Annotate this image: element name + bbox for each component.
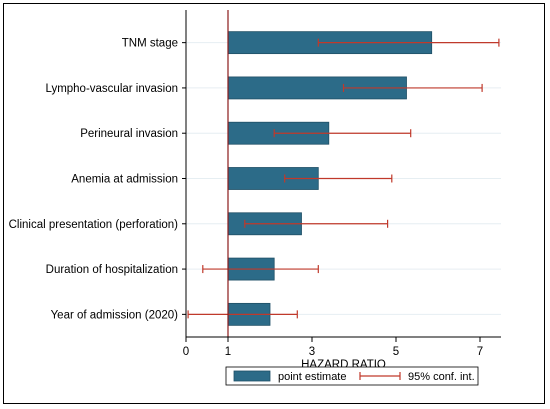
category-label: Year of admission (2020) <box>51 309 179 321</box>
legend-bar-swatch <box>233 370 271 382</box>
axes <box>185 10 501 338</box>
x-tick-label: 0 <box>183 346 189 358</box>
x-tick-label: 1 <box>225 346 231 358</box>
category-label: Anemia at admission <box>71 174 178 186</box>
error-bars <box>187 38 500 319</box>
x-tick-label: 3 <box>309 346 315 358</box>
category-label: Perineural invasion <box>80 128 178 140</box>
x-ticks: 0 1 3 5 7 <box>183 337 483 358</box>
category-label: Duration of hospitalization <box>46 264 178 276</box>
chart-frame: TNM stage Lympho-vascular invasion Perineu… <box>3 3 545 404</box>
hazard-ratio-chart: TNM stage Lympho-vascular invasion Perineu… <box>9 10 501 386</box>
legend-label-conf-int: 95% conf. int. <box>408 371 475 383</box>
bars <box>227 31 433 326</box>
category-label: Clinical presentation (perforation) <box>9 219 179 231</box>
category-label: Lympho-vascular invasion <box>45 83 178 95</box>
category-label: TNM stage <box>122 38 178 50</box>
category-labels: TNM stage Lympho-vascular invasion Perineu… <box>9 38 186 321</box>
x-tick-label: 5 <box>393 346 399 358</box>
legend: point estimate 95% conf. int. <box>225 366 479 386</box>
x-tick-label: 7 <box>477 346 483 358</box>
legend-label-point-estimate: point estimate <box>278 371 346 383</box>
legend-box <box>225 366 479 386</box>
